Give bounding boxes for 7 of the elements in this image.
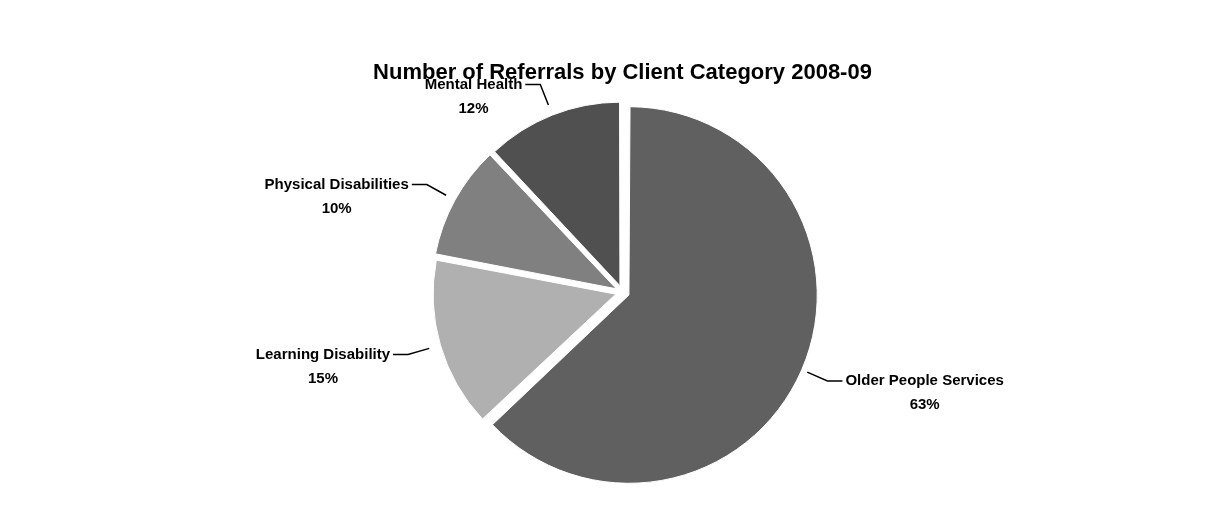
data-label: 12% (458, 98, 489, 116)
slice-label: Learning Disability (255, 344, 391, 362)
slice-label: Physical Disabilities (264, 174, 409, 192)
data-label: 15% (307, 368, 338, 386)
slice-label: Older People Services (845, 371, 1004, 389)
data-label: 63% (909, 395, 940, 413)
data-label: 10% (321, 198, 352, 216)
